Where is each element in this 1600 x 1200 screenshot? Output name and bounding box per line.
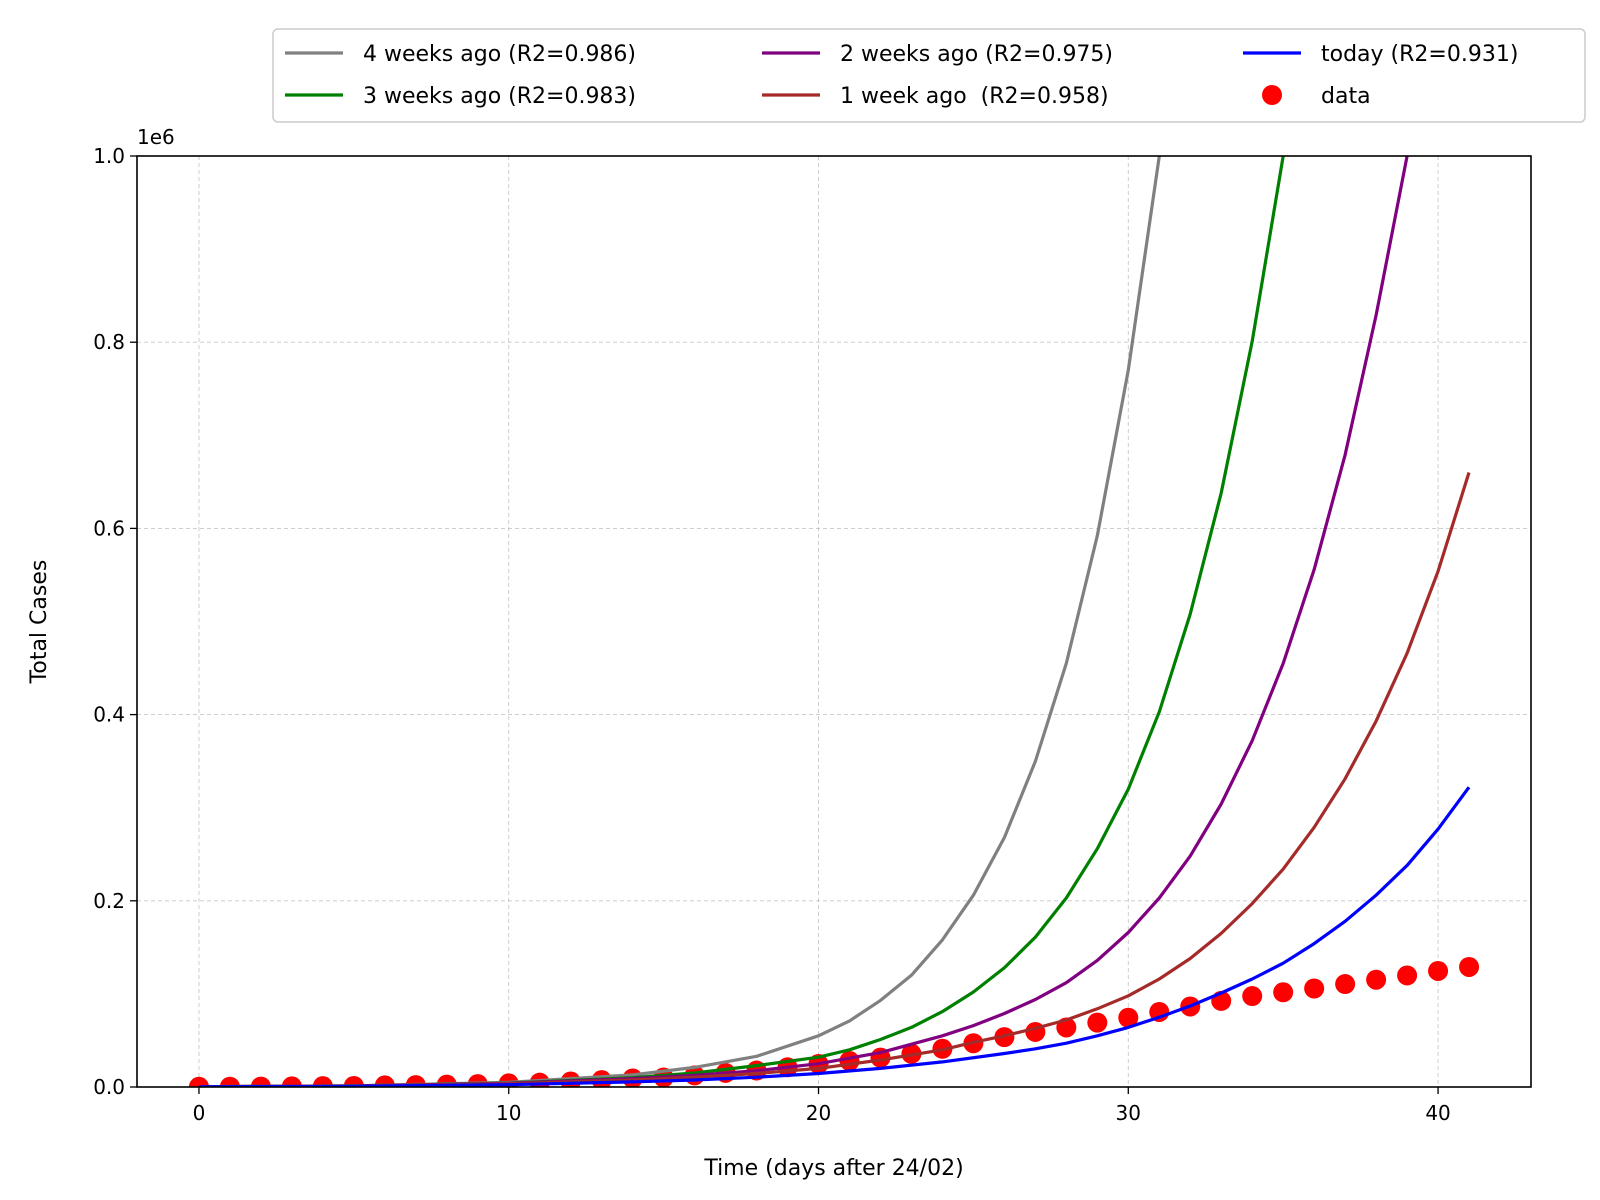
y-tick-label: 0.6 [93, 516, 125, 540]
plot-frame [136, 155, 1532, 1088]
legend-item: today (R2=0.931) [1243, 42, 1518, 67]
legend-label: 4 weeks ago (R2=0.986) [363, 42, 636, 67]
legend: 4 weeks ago (R2=0.986) 3 weeks ago (R2=0.… [272, 28, 1586, 123]
legend-item: 4 weeks ago (R2=0.986) [285, 42, 636, 67]
data-point [1087, 1012, 1108, 1033]
y-tick-label: 0.0 [93, 1075, 125, 1099]
legend-label: 3 weeks ago (R2=0.983) [363, 84, 636, 109]
series-line-today [198, 786, 1471, 1087]
x-tick-label: 30 [1116, 1101, 1141, 1125]
grid [137, 155, 1531, 1088]
data-point [1335, 974, 1356, 995]
legend-label: data [1321, 84, 1371, 109]
legend-item: 2 weeks ago (R2=0.975) [762, 42, 1113, 67]
data-point [1242, 986, 1263, 1007]
y-tick-label: 1.0 [93, 144, 125, 168]
series-line-3-weeks-ago [198, 156, 1285, 1087]
x-axis-label: Time (days after 24/02) [703, 1156, 963, 1181]
data-point [1397, 965, 1418, 986]
y-tick-label: 0.8 [93, 330, 125, 354]
data-point [250, 1076, 271, 1087]
x-tick-label: 10 [496, 1101, 521, 1125]
legend-marker [1262, 85, 1282, 105]
ticks: 0 10 20 30 40 0.0 0.2 0.4 0.6 0.8 1.0 [93, 144, 1451, 1125]
data-point [1273, 982, 1294, 1003]
data-point [1304, 978, 1325, 999]
series-line-2-weeks-ago [198, 156, 1409, 1087]
legend-item: data [1262, 84, 1371, 109]
data-point [281, 1076, 302, 1087]
y-scale-label: 1e6 [137, 125, 175, 149]
x-tick-label: 20 [806, 1101, 831, 1125]
legend-label: 2 weeks ago (R2=0.975) [840, 42, 1113, 67]
y-axis-label: Total Cases [27, 560, 52, 685]
x-tick-label: 0 [193, 1101, 206, 1125]
series-line-1-week-ago [198, 472, 1471, 1087]
data-point [1428, 960, 1449, 981]
legend-label: 1 week ago (R2=0.958) [840, 84, 1109, 109]
y-tick-label: 0.2 [93, 889, 125, 913]
legend-item: 3 weeks ago (R2=0.983) [285, 84, 636, 109]
y-tick-label: 0.4 [93, 703, 125, 727]
series-line-4-weeks-ago [198, 156, 1161, 1087]
data-point [1118, 1007, 1139, 1028]
series-group [188, 156, 1480, 1087]
data-point [1366, 969, 1387, 990]
x-tick-label: 40 [1425, 1101, 1450, 1125]
legend-label: today (R2=0.931) [1321, 42, 1518, 67]
data-point [312, 1076, 333, 1087]
data-point [1459, 956, 1480, 977]
data-point [188, 1076, 209, 1087]
legend-item: 1 week ago (R2=0.958) [762, 84, 1109, 109]
data-point [219, 1076, 240, 1087]
